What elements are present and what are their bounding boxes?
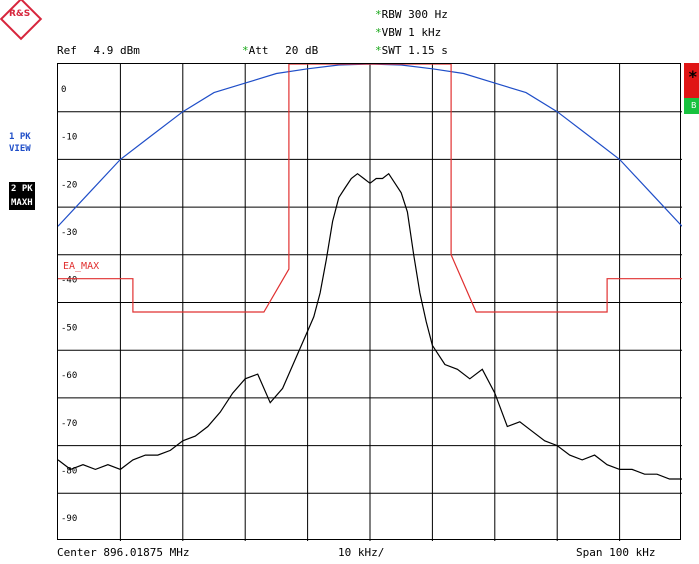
spectrum-chart: 0 -10 -20 -30 -40 -50 -60 -70 -80 -90 EA_MAX — [58, 64, 682, 541]
logo — [0, 0, 43, 41]
y-tick-label: -70 — [61, 419, 77, 429]
trace-view — [58, 64, 682, 227]
ref-readout: Ref 4.9 dBm — [57, 44, 140, 57]
trace1-label: 1 PK VIEW — [9, 131, 31, 155]
y-tick-label: -30 — [61, 228, 77, 238]
rbw-star: * — [375, 8, 382, 21]
y-tick-label: -90 — [61, 514, 77, 524]
vbw-readout: *VBW 1 kHz — [375, 26, 441, 39]
trace-maxhold — [58, 172, 682, 480]
spectrum-plot: 0 -10 -20 -30 -40 -50 -60 -70 -80 -90 EA_MAX — [57, 63, 682, 541]
limit-line-label: EA_MAX — [63, 261, 99, 272]
center-frequency: Center 896.01875 MHz — [57, 546, 190, 559]
swt-readout: *SWT 1.15 s — [375, 44, 448, 57]
division: 10 kHz/ — [338, 546, 385, 559]
y-tick-label: -50 — [61, 323, 77, 333]
y-tick-label: -80 — [61, 466, 77, 476]
trace1-line1: 1 PK — [9, 132, 31, 142]
att-label: Att — [248, 44, 269, 57]
att-readout: *Att 20 dB — [242, 44, 318, 57]
trace2-line1: 2 PK — [9, 182, 35, 196]
overload-star: * — [688, 67, 698, 86]
att-value: 20 dB — [285, 44, 319, 57]
overload-indicator — [684, 63, 699, 99]
span: Span 100 kHz — [576, 546, 656, 559]
att-star: * — [242, 44, 249, 57]
vbw-star: * — [375, 26, 382, 39]
y-tick-label: -20 — [61, 180, 77, 190]
status-letter: B — [691, 101, 697, 110]
vbw-text: VBW 1 kHz — [381, 26, 442, 39]
trace2-label: 2 PK MAXH — [9, 182, 35, 210]
ref-label: Ref — [57, 44, 77, 57]
ref-value: 4.9 dBm — [93, 44, 140, 57]
y-tick-label: -10 — [61, 133, 77, 143]
trace2-line2: MAXH — [9, 196, 35, 210]
rbw-readout: *RBW 300 Hz — [375, 8, 448, 21]
y-tick-label: 0 — [61, 85, 66, 95]
status-indicator — [684, 98, 699, 114]
swt-star: * — [375, 44, 382, 57]
logo-text: R&S — [9, 9, 31, 19]
y-tick-label: -60 — [61, 371, 77, 381]
swt-text: SWT 1.15 s — [381, 44, 448, 57]
limit-line-ea-max — [58, 64, 682, 313]
trace1-line2: VIEW — [9, 144, 31, 154]
rbw-text: RBW 300 Hz — [381, 8, 448, 21]
y-tick-label: -40 — [61, 276, 77, 286]
